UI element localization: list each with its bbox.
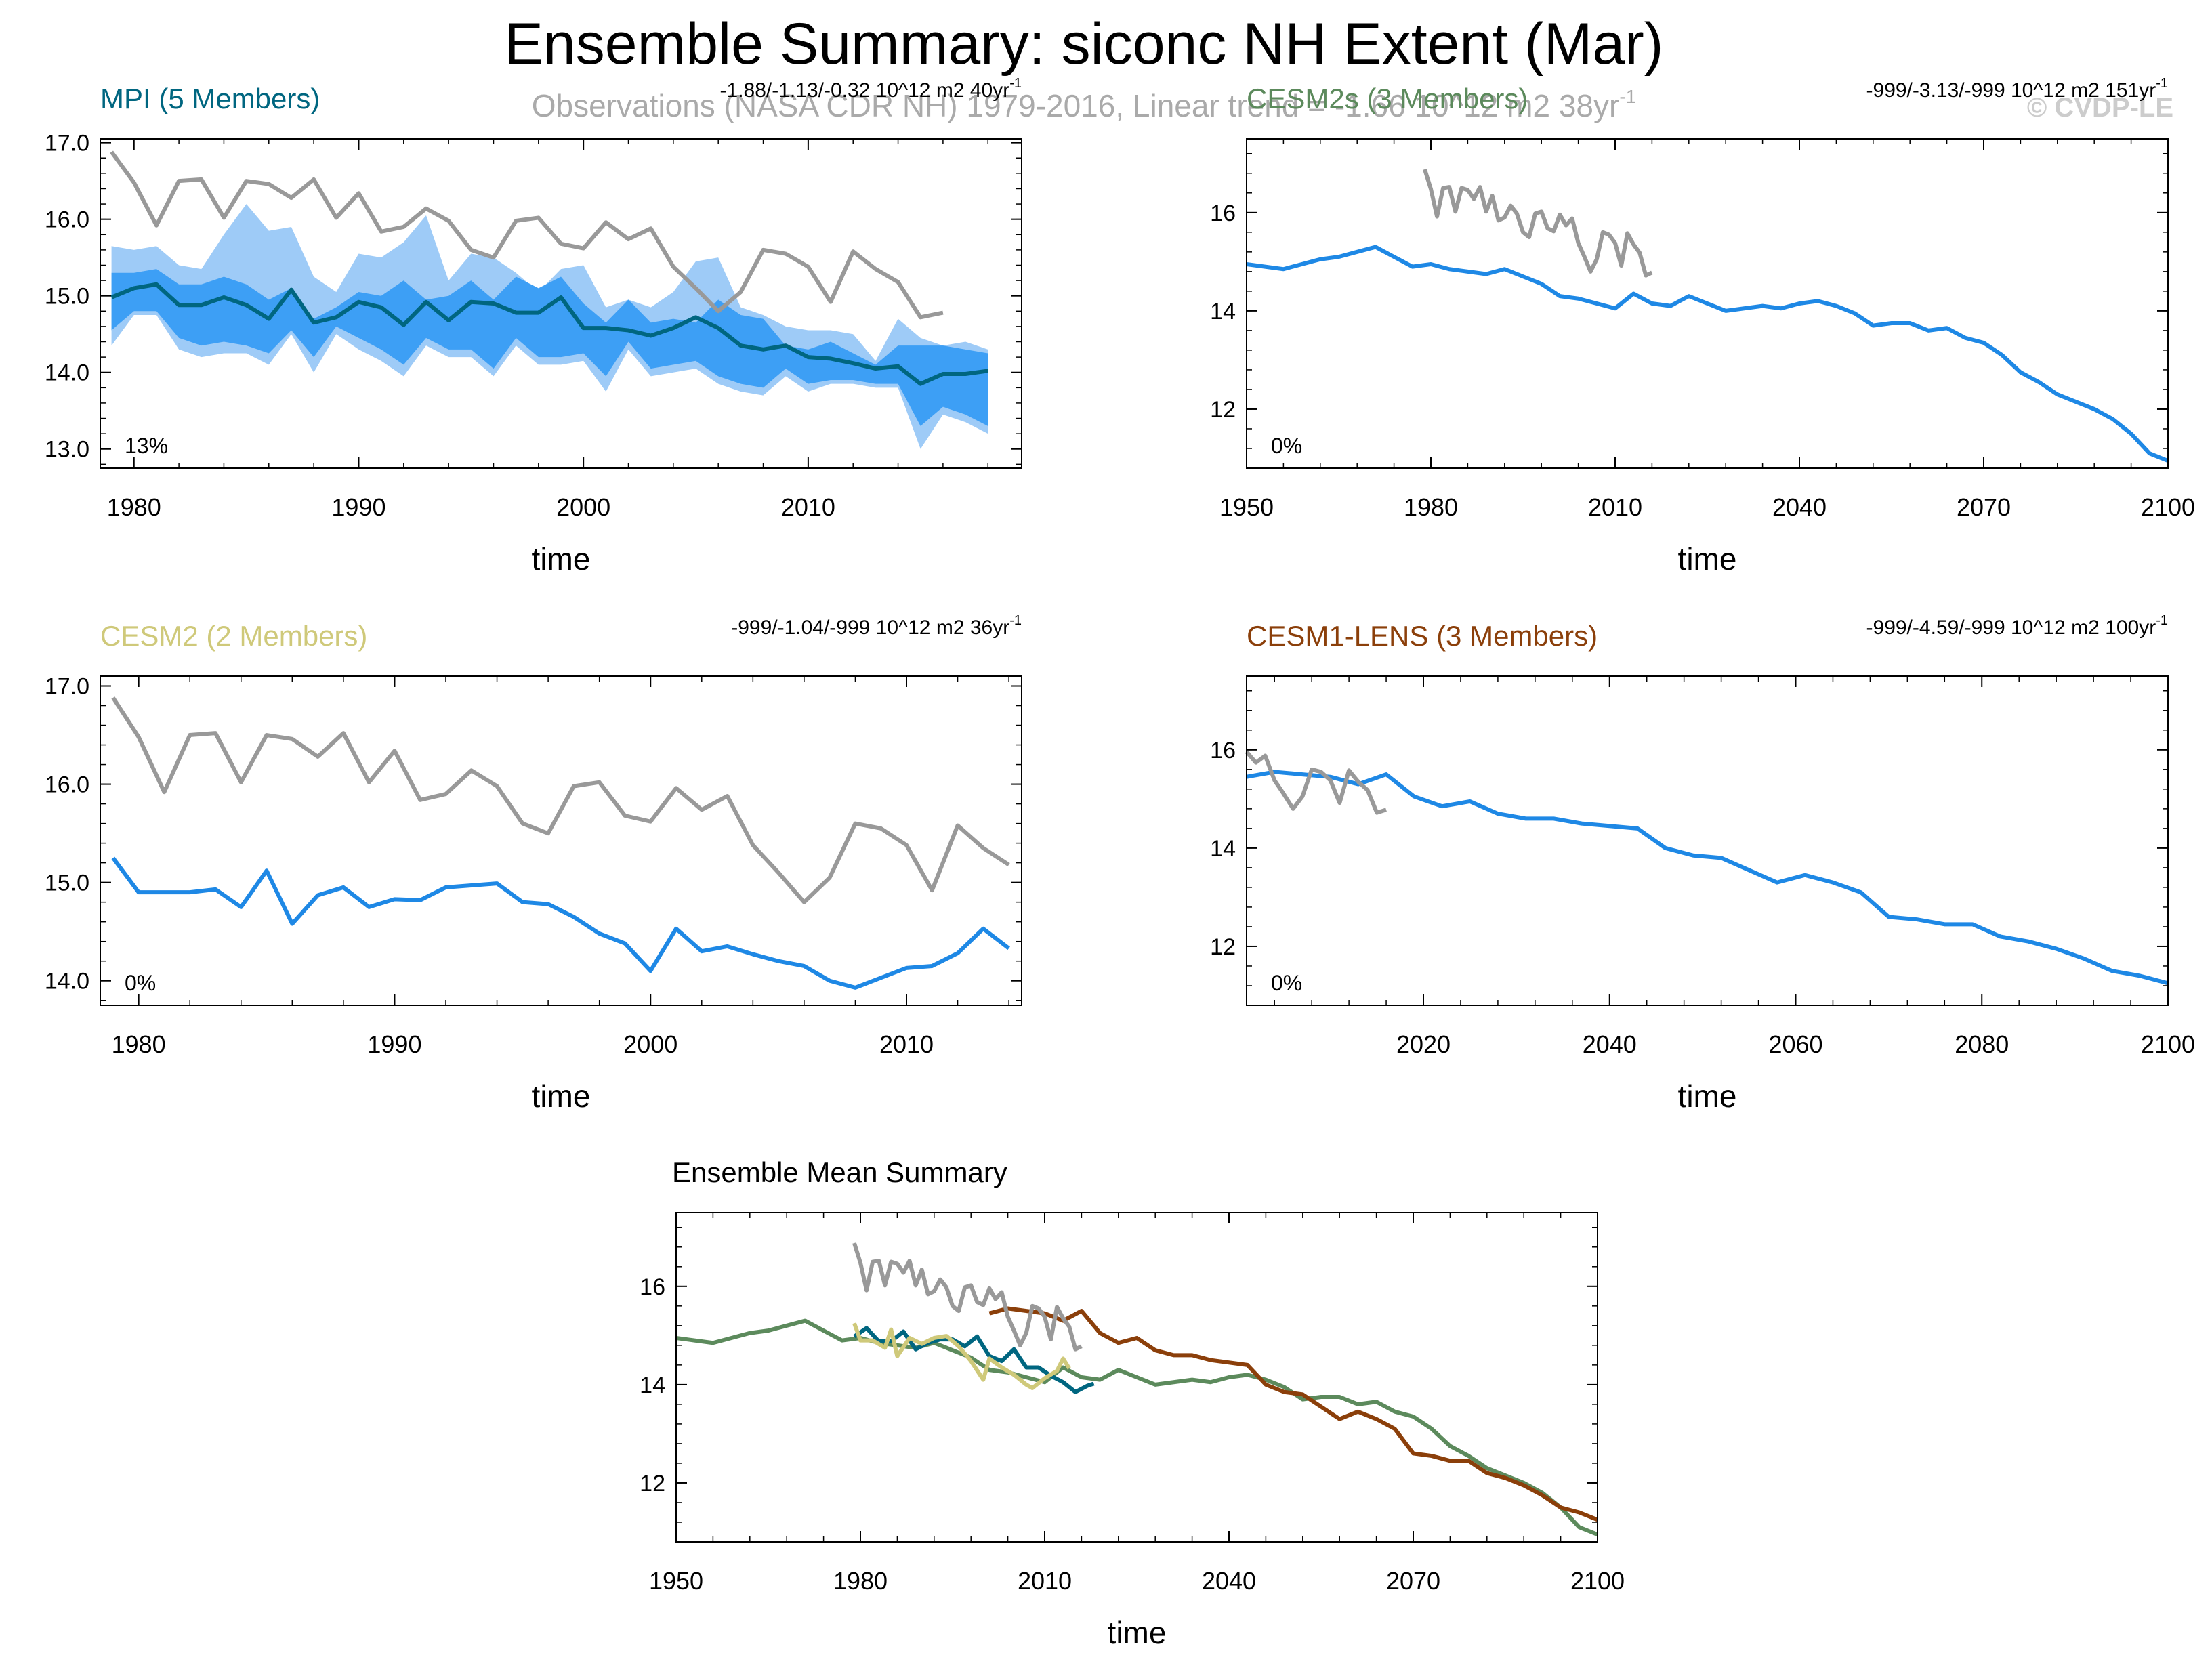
y-tick-label: 16.0 (45, 772, 89, 798)
plot-frame (1246, 138, 2169, 469)
series-cesm2s (675, 1318, 1599, 1536)
series-mpi-ensemble-mean (110, 282, 988, 386)
x-tick-label: 2000 (556, 493, 610, 521)
x-tick-label: 2040 (1772, 493, 1827, 521)
plot-frame (1246, 675, 2169, 1006)
x-axis-label: time (532, 1078, 591, 1114)
series-cesm2 (852, 1322, 1071, 1390)
x-tick-label: 2010 (781, 493, 835, 521)
x-tick-label: 2070 (1957, 493, 2011, 521)
plot-frame (100, 138, 1022, 469)
y-tick-label: 12 (1210, 397, 1236, 423)
x-tick-label: 1950 (1219, 493, 1274, 521)
x-tick-label: 2000 (623, 1030, 677, 1058)
y-tick-label: 14 (640, 1373, 665, 1398)
panel-cesm1: CESM1-LENS (3 Members) -999/-4.59/-999 10… (1210, 613, 2195, 1114)
x-tick-label: 2010 (1588, 493, 1642, 521)
y-tick-label: 15.0 (45, 871, 89, 896)
panel-title: CESM2 (2 Members) (100, 620, 367, 652)
trend-label: -1.88/-1.13/-0.32 10^12 m2 40yr-1 (720, 76, 1022, 102)
series-cesm2-ensemble-mean (111, 856, 1010, 990)
x-tick-label: 1980 (833, 1567, 888, 1595)
x-tick-label: 2070 (1386, 1567, 1440, 1595)
x-axis-label: time (532, 541, 591, 577)
x-axis-label: time (1108, 1615, 1167, 1650)
y-tick-label: 17.0 (45, 674, 89, 700)
y-tick-label: 14.0 (45, 969, 89, 994)
y-tick-label: 16 (1210, 738, 1236, 763)
y-tick-label: 15.0 (45, 284, 89, 310)
panel-title: MPI (5 Members) (100, 83, 320, 114)
x-tick-label: 2020 (1396, 1030, 1451, 1058)
x-tick-label: 2040 (1202, 1567, 1256, 1595)
panel-cesm2: CESM2 (2 Members) -999/-1.04/-999 10^12 m… (45, 613, 1022, 1114)
y-tick-label: 13.0 (45, 437, 89, 463)
x-tick-label: 2080 (1955, 1030, 2009, 1058)
x-tick-label: 2060 (1768, 1030, 1822, 1058)
figure-title: Ensemble Summary: siconc NH Extent (Mar) (505, 12, 1664, 77)
x-tick-label: 2010 (879, 1030, 934, 1058)
watermark: © CVDP-LE (2027, 93, 2173, 123)
y-tick-label: 16 (640, 1274, 665, 1300)
panel-mpi: MPI (5 Members) -1.88/-1.13/-0.32 10^12 m… (45, 76, 1022, 577)
series-observations (1245, 750, 1387, 815)
series-observations (852, 1242, 1083, 1352)
panel-title: CESM1-LENS (3 Members) (1247, 620, 1598, 652)
x-tick-label: 2100 (2141, 1030, 2195, 1058)
x-tick-label: 1980 (112, 1030, 166, 1058)
x-axis-label: time (1678, 1078, 1737, 1114)
series-observations (1423, 169, 1653, 278)
panel-cesm2s: CESM2s (3 Members) -999/-3.13/-999 10^12 … (1210, 76, 2195, 577)
x-tick-label: 2100 (1570, 1567, 1625, 1595)
series-inner-band (111, 269, 988, 426)
x-tick-label: 1990 (367, 1030, 421, 1058)
series-observations (111, 696, 1010, 904)
percent-label: 0% (125, 971, 156, 995)
y-tick-label: 14.0 (45, 360, 89, 386)
x-tick-label: 2100 (2141, 493, 2195, 521)
x-tick-label: 1980 (107, 493, 161, 521)
x-axis-label: time (1678, 541, 1737, 577)
y-tick-label: 14 (1210, 836, 1236, 862)
series-observations (110, 150, 944, 320)
plot-frame (675, 1212, 1598, 1543)
trend-label: -999/-1.04/-999 10^12 m2 36yr-1 (731, 613, 1022, 639)
x-tick-label: 2040 (1583, 1030, 1637, 1058)
percent-label: 13% (125, 434, 168, 458)
x-tick-label: 2010 (1018, 1567, 1072, 1595)
y-tick-label: 16 (1210, 201, 1236, 226)
panel-title: Ensemble Mean Summary (672, 1156, 1007, 1188)
series-cesm1-lens (988, 1306, 1599, 1522)
series-mpi (853, 1326, 1095, 1394)
y-tick-label: 17.0 (45, 131, 89, 156)
plot-frame (100, 675, 1022, 1006)
trend-label: -999/-3.13/-999 10^12 m2 151yr-1 (1866, 76, 2168, 102)
figure-subtitle: Observations (NASA CDR NH) 1979-2016, Li… (532, 86, 1636, 123)
x-tick-label: 1980 (1404, 493, 1458, 521)
panel-summary: Ensemble Mean Summary 1950 1980 2010 2040 207… (640, 1156, 1625, 1650)
y-tick-label: 16.0 (45, 207, 89, 233)
series-cesm2s-ensemble-mean (1246, 245, 2169, 463)
percent-label: 0% (1271, 971, 1302, 995)
trend-label: -999/-4.59/-999 10^12 m2 100yr-1 (1866, 613, 2168, 639)
panel-title: CESM2s (3 Members) (1247, 83, 1528, 114)
y-tick-label: 12 (640, 1471, 665, 1496)
x-tick-label: 1990 (331, 493, 385, 521)
series-cesm1-lens-ensemble-mean (1246, 770, 2169, 986)
percent-label: 0% (1271, 434, 1302, 458)
x-tick-label: 1950 (649, 1567, 703, 1595)
y-tick-label: 14 (1210, 299, 1236, 324)
y-tick-label: 12 (1210, 934, 1236, 960)
